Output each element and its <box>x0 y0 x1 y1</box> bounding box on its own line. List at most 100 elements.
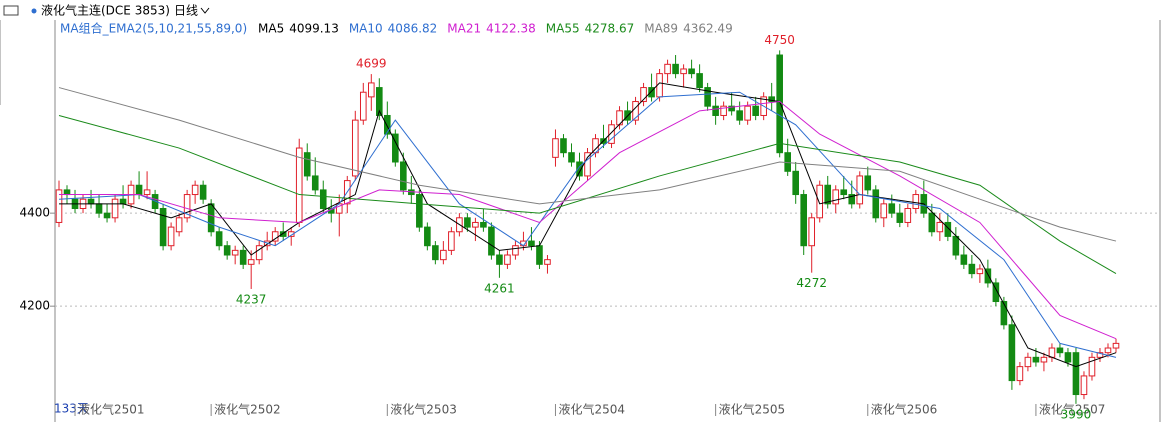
candle-body <box>544 259 551 265</box>
price-annotation: 4237 <box>236 292 267 306</box>
candle-body <box>87 198 95 205</box>
bullet <box>31 8 37 14</box>
candle-body <box>912 194 920 210</box>
candle-body <box>367 82 375 98</box>
legend-value: 4099.13 <box>289 22 339 36</box>
candle-body <box>295 147 303 223</box>
candle-body <box>672 63 679 75</box>
period-selector[interactable]: 日线 <box>174 4 198 18</box>
candle-body <box>231 249 239 256</box>
candle-body <box>688 68 695 75</box>
chart-title: 液化气主连(DCE 3853) <box>41 3 170 18</box>
candle-body <box>63 189 71 196</box>
legend-value: 4122.38 <box>486 22 536 36</box>
candle-body <box>568 152 575 163</box>
candle-body <box>1088 356 1096 377</box>
candle-body <box>279 231 287 237</box>
candle-body <box>608 124 615 144</box>
candle-body <box>432 245 439 261</box>
candle-body <box>1008 324 1016 382</box>
y-tick-label: 4200 <box>19 299 50 313</box>
candle-body <box>55 189 63 223</box>
candle-body <box>984 268 992 284</box>
candle-body <box>287 231 295 237</box>
candle-body <box>384 114 391 135</box>
dropdown-arrow[interactable] <box>200 7 210 14</box>
candle-body <box>159 208 167 247</box>
candle-body <box>175 217 183 233</box>
legend-value: 4086.82 <box>388 22 438 36</box>
candle-body <box>880 203 888 219</box>
candle-body <box>1024 356 1032 368</box>
candle-body <box>560 138 567 154</box>
candle-body <box>472 221 479 228</box>
candle-body <box>752 105 759 116</box>
candle-body <box>960 254 968 265</box>
candle-body <box>247 259 255 265</box>
candle-body <box>528 240 535 247</box>
candle-body <box>808 217 816 247</box>
ma-line <box>58 91 1117 358</box>
candle-body <box>832 189 840 205</box>
x-tick-label: 液化气2504 <box>558 402 625 417</box>
candle-body <box>872 189 880 219</box>
candle-body <box>816 184 824 219</box>
price-annotation: 4699 <box>356 57 387 71</box>
menu-icon[interactable] <box>3 5 19 16</box>
candle-body <box>303 152 311 177</box>
candle-body <box>207 203 215 233</box>
candle-body <box>400 161 407 191</box>
candle-body <box>255 245 263 261</box>
candle-body <box>712 105 719 116</box>
candle-body <box>856 175 864 205</box>
candle-body <box>488 226 495 256</box>
x-tick-label: 液化气2505 <box>719 402 786 417</box>
legend-value: 4278.67 <box>585 22 635 36</box>
candle-body <box>744 105 751 121</box>
candle-body <box>992 282 1000 303</box>
candle-body <box>936 221 944 233</box>
candle-body <box>728 105 735 112</box>
candle-body <box>1000 301 1008 326</box>
candle-body <box>696 73 703 89</box>
candle-body <box>536 245 543 265</box>
ma-line <box>58 87 1117 242</box>
candle-body <box>1112 342 1120 349</box>
candle-body <box>976 268 984 275</box>
candle-body <box>111 198 119 219</box>
candle-body <box>504 254 511 265</box>
x-tick-label: 液化气2503 <box>390 402 457 417</box>
candle-body <box>311 175 319 191</box>
x-tick-label: 液化气2502 <box>214 402 281 417</box>
candle-body <box>183 194 191 219</box>
bar-count: 133天 <box>54 402 89 416</box>
legend-name: MA10 <box>349 22 383 36</box>
candle-body <box>143 189 151 196</box>
candle-body <box>840 189 848 196</box>
price-annotation: 4261 <box>484 281 515 295</box>
x-tick-label: 液化气2507 <box>1039 402 1106 417</box>
candle-body <box>1072 352 1080 396</box>
candle-body <box>928 212 936 233</box>
x-tick-label: 液化气2501 <box>78 402 145 417</box>
legend-name: MA89 <box>644 22 678 36</box>
candle-body <box>376 87 383 116</box>
candle-body <box>239 249 247 265</box>
candle-body <box>864 175 872 191</box>
candle-body <box>704 87 711 107</box>
candle-body <box>792 170 799 196</box>
candle-body <box>848 194 856 205</box>
candle-body <box>1080 375 1088 396</box>
x-tick-label: 液化气2506 <box>871 402 938 417</box>
candle-body <box>351 119 359 177</box>
candle-body <box>1040 356 1048 363</box>
candle-body <box>512 245 519 256</box>
legend-name: MA21 <box>447 22 481 36</box>
candle-body <box>319 189 327 210</box>
candle-body <box>968 263 976 275</box>
candle-body <box>215 231 223 247</box>
legend-value: 4362.49 <box>683 22 733 36</box>
candle-body <box>464 217 471 228</box>
candle-body <box>552 138 559 158</box>
